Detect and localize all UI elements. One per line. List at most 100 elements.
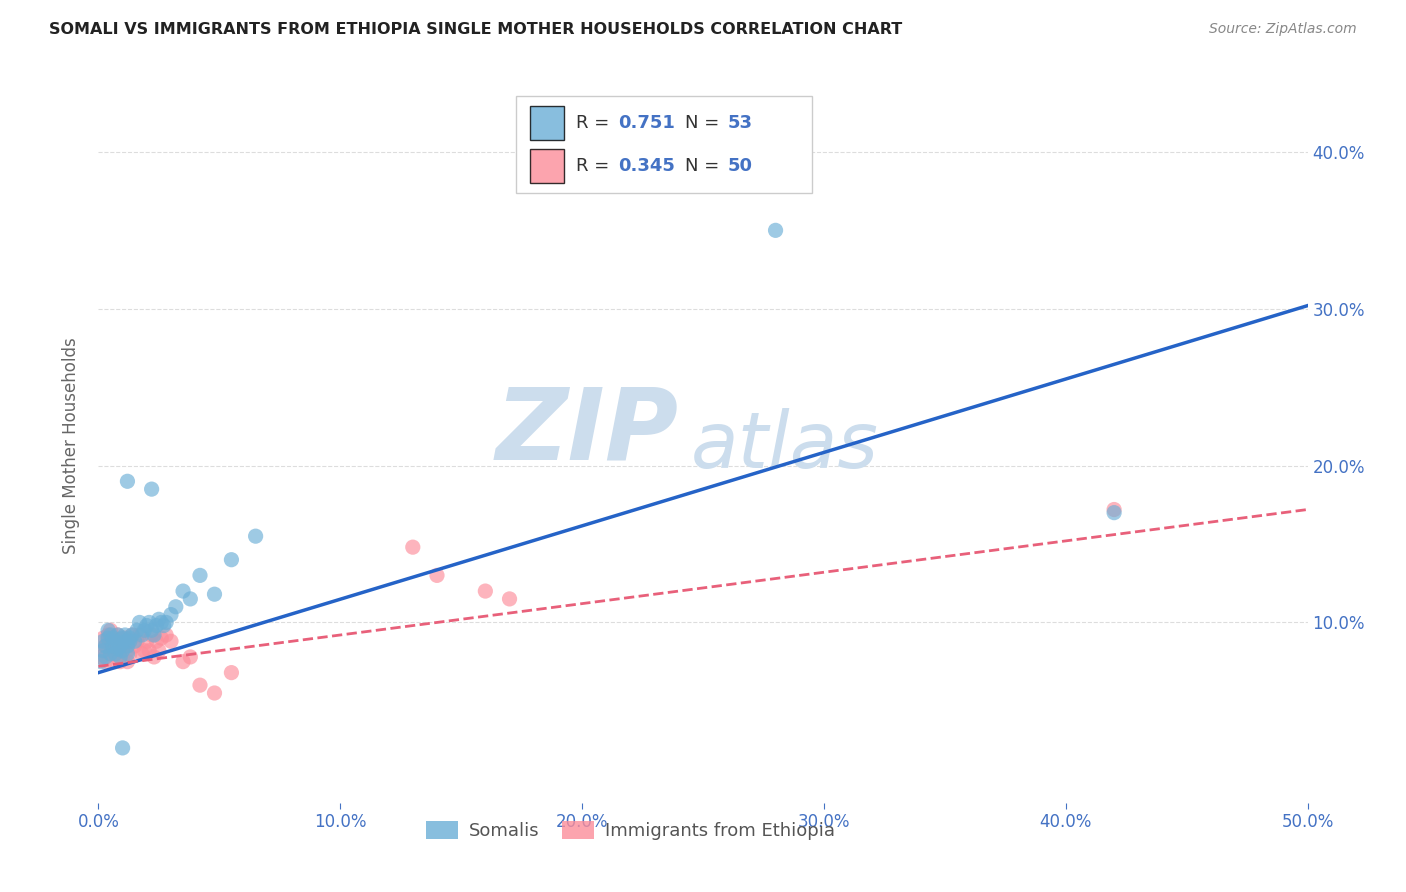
Point [160, 634, 183, 648]
Text: 0.345: 0.345 [619, 157, 675, 175]
Point [188, 678, 211, 692]
Text: N =: N = [685, 157, 725, 175]
Point [114, 631, 136, 645]
Point [104, 634, 127, 648]
Point [155, 628, 177, 642]
Point [145, 634, 167, 648]
Point [245, 529, 267, 543]
Legend: Somalis, Immigrants from Ethiopia: Somalis, Immigrants from Ethiopia [419, 814, 842, 847]
Point [114, 628, 136, 642]
Point [127, 624, 149, 638]
Text: R =: R = [576, 114, 614, 132]
Point [91, 643, 114, 657]
Point [97, 634, 120, 648]
Point [134, 624, 156, 638]
Point [101, 639, 124, 653]
Point [204, 587, 226, 601]
Point [97, 631, 120, 645]
Point [100, 647, 122, 661]
FancyBboxPatch shape [530, 106, 564, 140]
Point [179, 649, 201, 664]
Point [150, 631, 173, 645]
Point [104, 655, 127, 669]
Point [111, 740, 134, 755]
Point [765, 223, 787, 237]
Point [100, 647, 122, 661]
Point [107, 628, 129, 642]
Point [172, 655, 194, 669]
Point [148, 612, 170, 626]
Point [179, 591, 201, 606]
Point [498, 591, 520, 606]
Point [104, 631, 127, 645]
Point [131, 628, 153, 642]
Point [131, 647, 153, 661]
Point [94, 639, 117, 653]
Point [204, 686, 226, 700]
Point [94, 655, 117, 669]
Point [124, 639, 146, 653]
Point [114, 639, 136, 653]
Point [118, 634, 141, 648]
Point [124, 634, 146, 648]
Text: 53: 53 [727, 114, 752, 132]
Point [143, 649, 166, 664]
Point [97, 628, 120, 642]
Point [108, 639, 131, 653]
Point [107, 647, 129, 661]
Point [91, 631, 114, 645]
Point [91, 634, 114, 648]
Text: atlas: atlas [690, 408, 879, 484]
Point [101, 631, 124, 645]
Point [111, 634, 134, 648]
Point [94, 639, 117, 653]
Point [111, 631, 134, 645]
Point [474, 584, 496, 599]
Point [117, 643, 139, 657]
FancyBboxPatch shape [516, 96, 811, 193]
Point [145, 618, 167, 632]
Point [127, 634, 149, 648]
Point [138, 643, 160, 657]
Point [1102, 502, 1125, 516]
Text: 0.751: 0.751 [619, 114, 675, 132]
Point [138, 615, 160, 630]
Point [90, 649, 112, 664]
Point [172, 584, 194, 599]
Point [160, 607, 183, 622]
Point [121, 628, 143, 642]
Point [111, 643, 134, 657]
Text: N =: N = [685, 114, 725, 132]
Point [97, 624, 120, 638]
Point [101, 643, 124, 657]
Point [117, 647, 139, 661]
Point [114, 634, 136, 648]
Point [118, 634, 141, 648]
Point [108, 643, 131, 657]
Point [165, 599, 187, 614]
Point [90, 655, 112, 669]
Y-axis label: Single Mother Households: Single Mother Households [62, 338, 80, 554]
Text: SOMALI VS IMMIGRANTS FROM ETHIOPIA SINGLE MOTHER HOUSEHOLDS CORRELATION CHART: SOMALI VS IMMIGRANTS FROM ETHIOPIA SINGL… [49, 22, 903, 37]
Point [108, 649, 131, 664]
Point [135, 634, 157, 648]
Point [117, 655, 139, 669]
Point [188, 568, 211, 582]
Point [134, 643, 156, 657]
Point [143, 628, 166, 642]
Point [107, 628, 129, 642]
Point [111, 649, 134, 664]
Point [141, 624, 163, 638]
Point [107, 642, 129, 657]
Point [128, 628, 150, 642]
Point [1102, 506, 1125, 520]
Text: Source: ZipAtlas.com: Source: ZipAtlas.com [1209, 22, 1357, 37]
Point [121, 628, 143, 642]
Point [91, 643, 114, 657]
Point [426, 568, 449, 582]
Point [104, 647, 127, 661]
Point [221, 665, 243, 680]
FancyBboxPatch shape [530, 149, 564, 183]
Point [118, 631, 141, 645]
Point [100, 624, 122, 638]
